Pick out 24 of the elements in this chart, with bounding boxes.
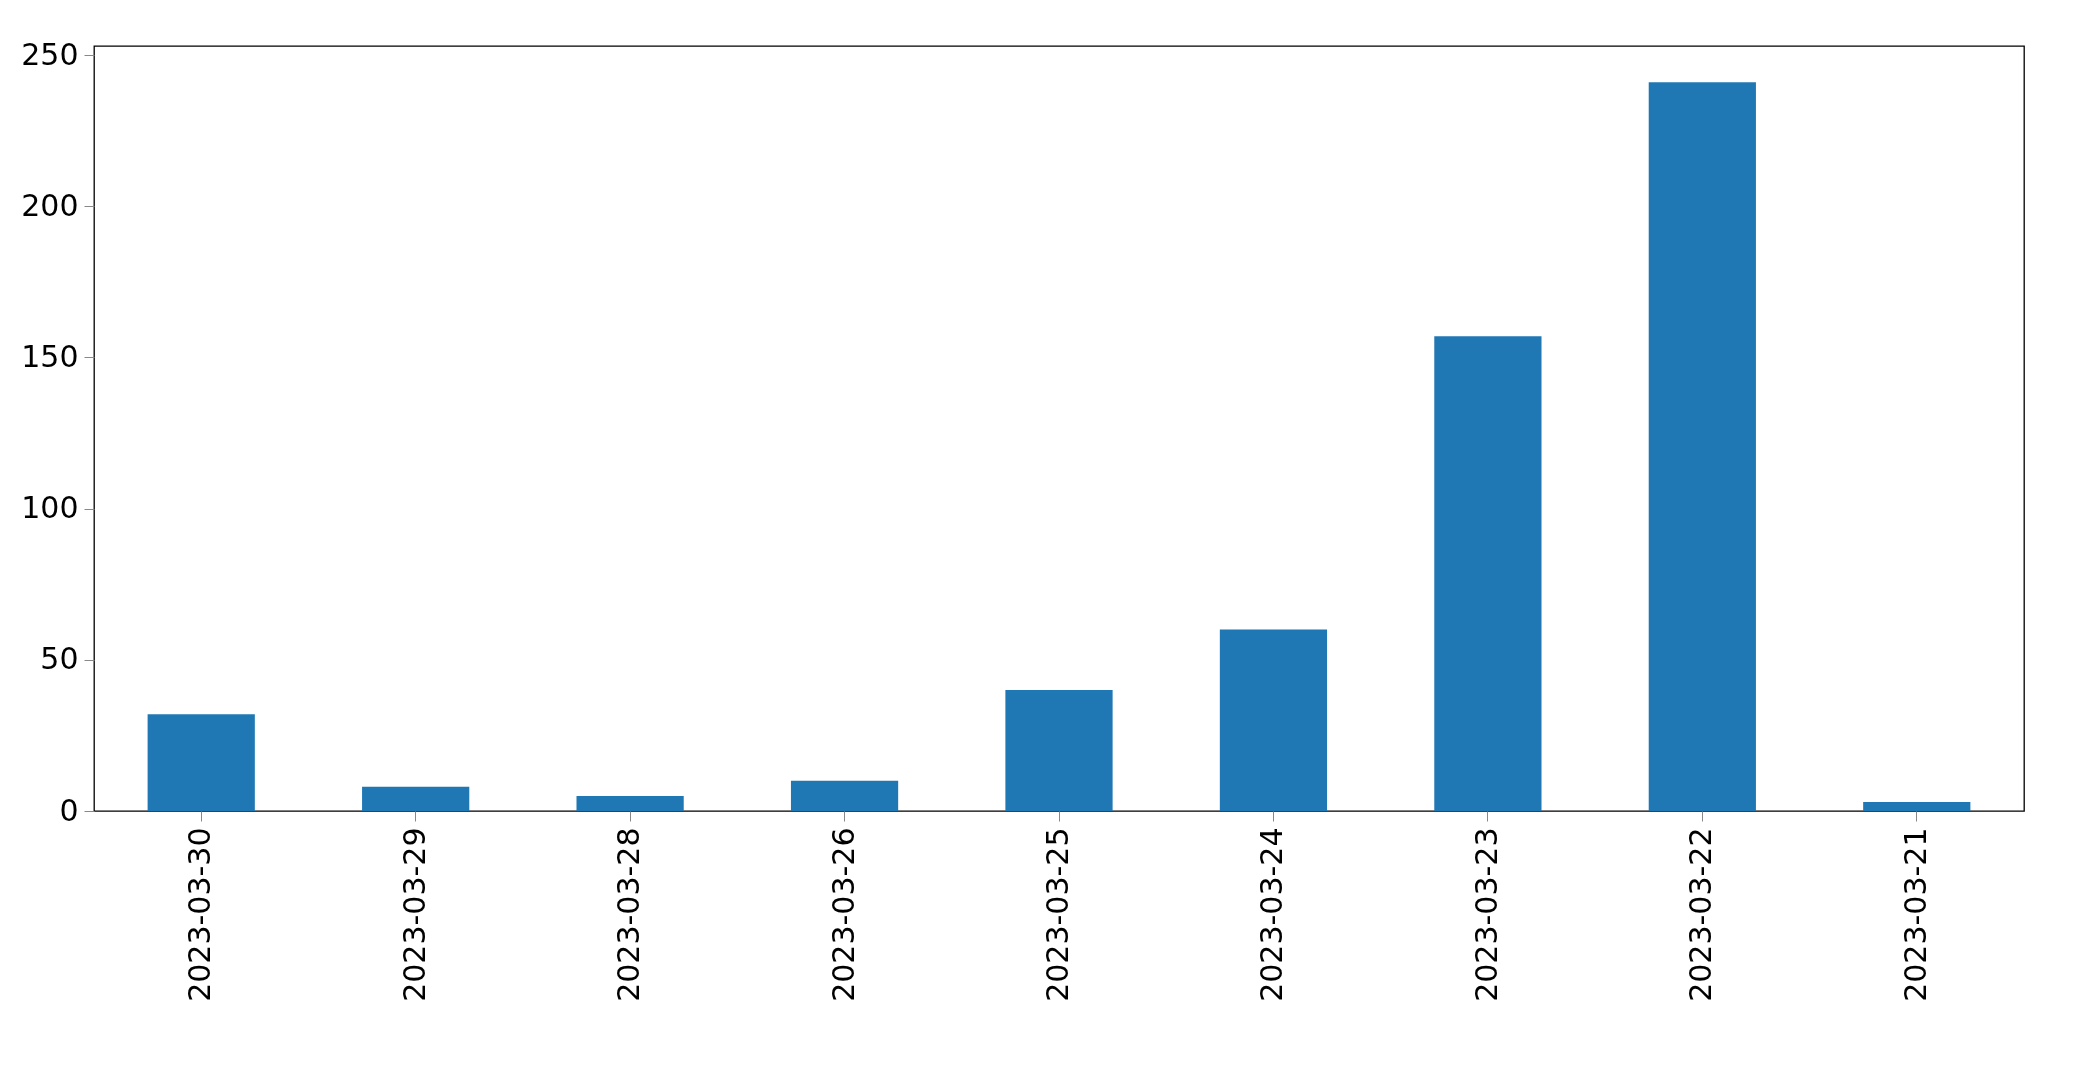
- bar: [576, 795, 684, 811]
- bar: [1434, 336, 1542, 811]
- y-tick-label: 250: [21, 36, 79, 72]
- bar: [1863, 801, 1971, 811]
- y-tick-label: 50: [40, 641, 79, 677]
- x-tick-label: 2023-03-29: [396, 827, 432, 1002]
- bar: [1219, 629, 1328, 811]
- bar: [1005, 690, 1113, 811]
- x-tick-label: 2023-03-26: [825, 827, 861, 1002]
- x-tick-label: 2023-03-28: [611, 827, 647, 1002]
- x-tick-label: 2023-03-22: [1683, 827, 1719, 1002]
- x-tick-label: 2023-03-23: [1468, 827, 1504, 1002]
- x-tick-label: 2023-03-30: [182, 827, 218, 1002]
- y-tick-label: 150: [21, 338, 79, 374]
- bar: [147, 714, 255, 811]
- y-tick-label: 200: [21, 187, 79, 223]
- x-tick-label: 2023-03-25: [1040, 827, 1075, 1002]
- bar: [362, 786, 470, 811]
- bar: [1648, 82, 1756, 811]
- bar: [790, 780, 899, 811]
- x-tick-label: 2023-03-21: [1897, 827, 1933, 1002]
- y-tick-label: 100: [21, 490, 79, 526]
- x-tick-label: 2023-03-24: [1254, 827, 1290, 1002]
- y-tick-label: 0: [59, 792, 79, 828]
